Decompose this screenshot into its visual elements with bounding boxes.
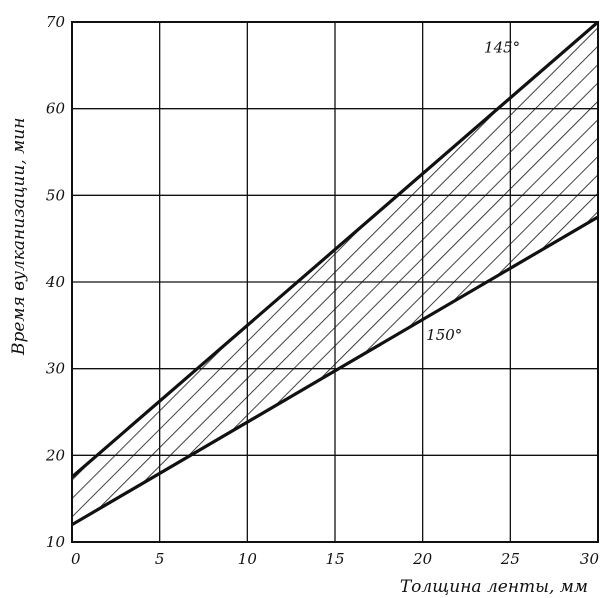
series-line-1 [72,22,598,479]
x-tick-label: 30 [580,550,600,568]
y-tick-label: 30 [46,360,66,378]
y-tick-label: 70 [46,13,66,31]
y-tick-label: 10 [46,533,66,551]
series-line-2 [72,215,598,527]
x-tick-label: 15 [325,550,344,568]
x-tick-label: 10 [238,550,258,568]
hatched-band [72,22,598,525]
y-axis-label: Время вулканизации, мин [9,118,29,356]
x-tick-label: 25 [500,550,520,568]
tick-labels: 0 5 10 15 20 25 30 10 20 30 40 50 60 70 [45,13,600,568]
y-tick-label: 20 [45,446,66,464]
x-tick-label: 5 [155,550,165,568]
series-label-150: 150° [426,326,462,344]
plot-frame [71,21,599,543]
series-lines [72,22,598,527]
band-fill [72,22,598,525]
x-tick-label: 0 [71,550,81,568]
series-label-145: 145° [484,39,520,57]
series-labels: 145° 150° [426,39,520,344]
x-tick-label: 20 [412,550,433,568]
x-axis-label: Толщина ленты, мм [400,577,588,597]
y-tick-label: 50 [46,186,66,204]
y-tick-label: 60 [46,100,66,118]
y-tick-label: 40 [45,273,66,291]
